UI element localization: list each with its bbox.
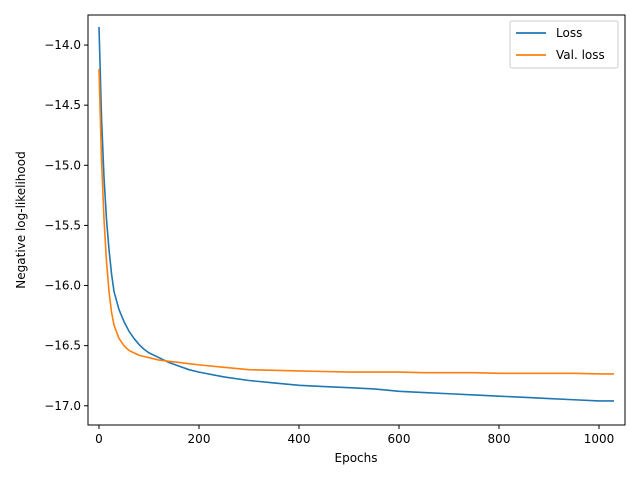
- x-tick-label: 0: [95, 432, 103, 446]
- x-tick-label: 200: [188, 432, 211, 446]
- x-axis: 0 200 400 600 800 1000: [95, 425, 614, 446]
- legend: Loss Val. loss: [509, 20, 619, 69]
- y-tick-label: −17.0: [44, 399, 81, 413]
- y-tick-label: −15.0: [44, 158, 81, 172]
- series-line-loss: [98, 26, 614, 402]
- x-tick-label: 1000: [584, 432, 615, 446]
- legend-label-val-loss: Val. loss: [556, 48, 605, 62]
- series-layer: [98, 26, 614, 402]
- legend-label-loss: Loss: [556, 26, 582, 40]
- y-tick-label: −16.5: [44, 339, 81, 353]
- y-axis-label: Negative log-likelihood: [14, 151, 28, 288]
- y-tick-label: −15.5: [44, 218, 81, 232]
- y-axis: −14.0 −14.5 −15.0 −15.5 −16.0 −16.5 −17.0: [44, 38, 88, 413]
- y-tick-label: −16.0: [44, 279, 81, 293]
- x-tick-label: 600: [388, 432, 411, 446]
- series-line-val-loss: [98, 69, 614, 375]
- x-axis-label: Epochs: [335, 451, 378, 465]
- y-tick-label: −14.5: [44, 98, 81, 112]
- plot-frame: [87, 14, 626, 426]
- x-tick-label: 400: [288, 432, 311, 446]
- y-tick-label: −14.0: [44, 38, 81, 52]
- x-tick-label: 800: [488, 432, 511, 446]
